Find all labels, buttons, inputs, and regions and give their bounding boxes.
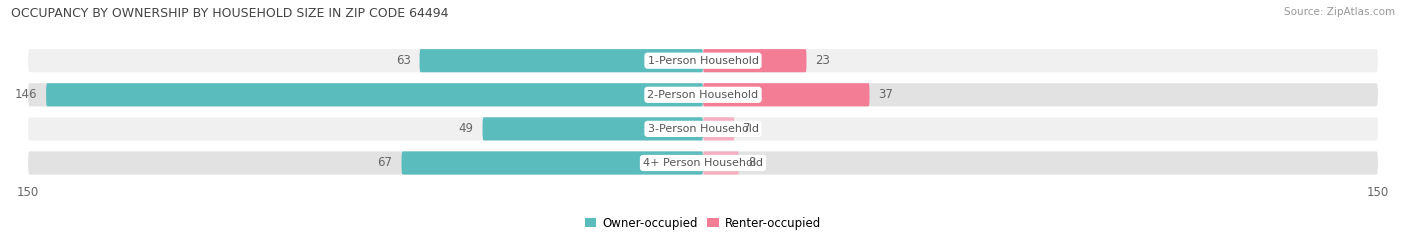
Text: 8: 8 (748, 157, 755, 169)
Text: OCCUPANCY BY OWNERSHIP BY HOUSEHOLD SIZE IN ZIP CODE 64494: OCCUPANCY BY OWNERSHIP BY HOUSEHOLD SIZE… (11, 7, 449, 20)
FancyBboxPatch shape (703, 49, 807, 72)
Text: 146: 146 (14, 88, 37, 101)
FancyBboxPatch shape (28, 151, 1378, 175)
Text: 3-Person Household: 3-Person Household (648, 124, 758, 134)
FancyBboxPatch shape (28, 117, 1378, 140)
Text: 7: 7 (744, 122, 751, 135)
Text: 37: 37 (879, 88, 893, 101)
FancyBboxPatch shape (28, 83, 1378, 106)
FancyBboxPatch shape (703, 151, 740, 175)
Text: Source: ZipAtlas.com: Source: ZipAtlas.com (1284, 7, 1395, 17)
Text: 4+ Person Household: 4+ Person Household (643, 158, 763, 168)
Text: 67: 67 (378, 157, 392, 169)
Text: 1-Person Household: 1-Person Household (648, 56, 758, 66)
Text: 23: 23 (815, 54, 831, 67)
Legend: Owner-occupied, Renter-occupied: Owner-occupied, Renter-occupied (579, 212, 827, 233)
FancyBboxPatch shape (703, 117, 734, 140)
FancyBboxPatch shape (46, 83, 703, 106)
FancyBboxPatch shape (482, 117, 703, 140)
FancyBboxPatch shape (402, 151, 703, 175)
FancyBboxPatch shape (419, 49, 703, 72)
Text: 2-Person Household: 2-Person Household (647, 90, 759, 100)
Text: 49: 49 (458, 122, 474, 135)
Text: 63: 63 (395, 54, 411, 67)
FancyBboxPatch shape (28, 49, 1378, 72)
FancyBboxPatch shape (703, 83, 869, 106)
